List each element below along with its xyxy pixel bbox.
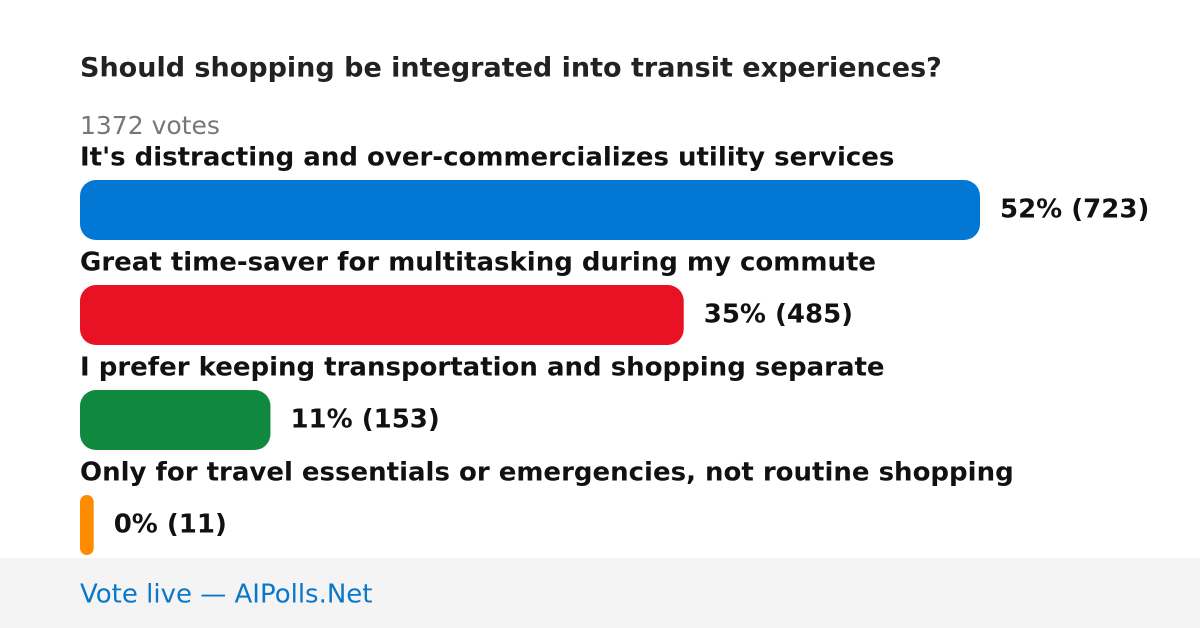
value-label: 0% (11) (114, 510, 227, 540)
bar (80, 495, 94, 555)
bar (80, 180, 980, 240)
value-label: 35% (485) (704, 300, 853, 330)
value-label: 11% (153) (290, 405, 439, 435)
option-label: Only for travel essentials or emergencie… (80, 458, 1014, 488)
bar (80, 390, 271, 450)
value-label: 52% (723) (1000, 195, 1149, 225)
bar (80, 285, 684, 345)
footer-bar (0, 558, 1200, 628)
poll-title: Should shopping be integrated into trans… (80, 53, 942, 84)
vote-count: 1372 votes (80, 111, 220, 140)
option-label: I prefer keeping transportation and shop… (80, 353, 885, 383)
option-label: Great time-saver for multitasking during… (80, 248, 876, 278)
option-label: It's distracting and over-commercializes… (80, 143, 894, 173)
footer-link[interactable]: Vote live — AIPolls.Net (80, 580, 373, 610)
